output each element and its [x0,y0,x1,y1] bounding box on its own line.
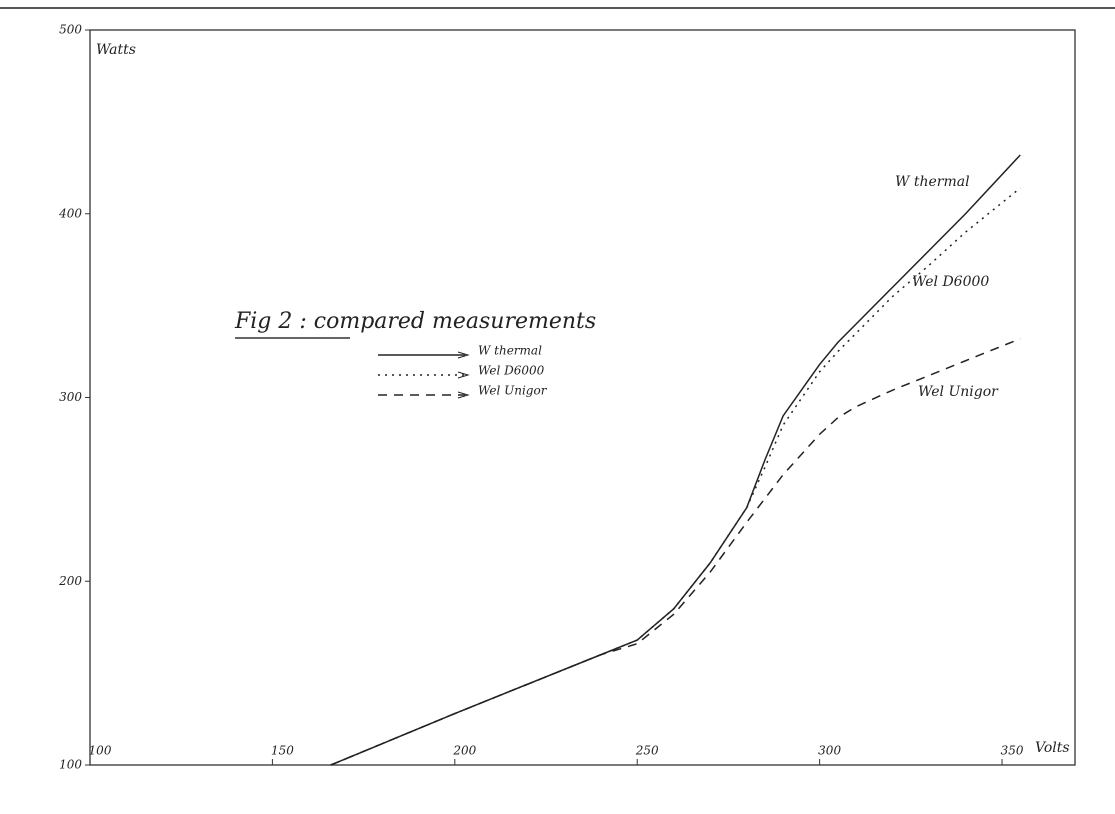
x-tick-label: 300 [818,744,841,758]
chart-title: Fig 2 : compared measurements [234,309,596,334]
y-tick-label: 100 [59,758,82,772]
y-axis-label: Watts [96,42,136,58]
page: Watts Volts Fig 2 : compared measurement… [0,0,1115,814]
y-tick-label: 400 [58,206,82,220]
x-tick-label: 150 [271,744,294,758]
series-label: Wel D6000 [912,274,989,290]
legend-label: Wel Unigor [478,384,548,398]
series-label: Wel Unigor [918,384,999,400]
y-tick-label: 500 [59,23,82,37]
legend-label: W thermal [478,344,542,358]
y-tick-label: 200 [58,574,82,588]
x-tick-label: 200 [452,744,476,758]
x-axis-label: Volts [1035,740,1070,756]
legend-label: Wel D6000 [478,364,545,378]
x-tick-label: 350 [1001,744,1024,758]
series-label: W thermal [895,174,970,190]
chart: Watts Volts Fig 2 : compared measurement… [0,0,1115,814]
series-line [331,339,1021,765]
x-tick-label: 100 [89,744,112,758]
series-line [331,155,1021,765]
y-tick-label: 300 [59,390,82,404]
x-tick-label: 250 [635,744,659,758]
